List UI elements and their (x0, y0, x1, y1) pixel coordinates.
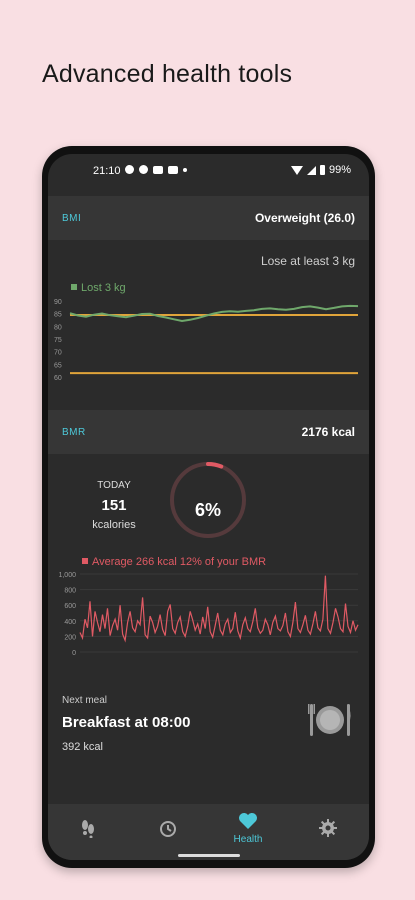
status-notification-icons (125, 165, 187, 174)
weight-legend-swatch (71, 284, 77, 290)
nav-health[interactable]: Health (208, 804, 288, 860)
youtube-icon-2 (168, 165, 178, 174)
more-dot-icon (183, 167, 187, 172)
next-meal-kcal: 392 kcal (62, 741, 103, 753)
ring-progress (206, 462, 224, 469)
weight-y-tick: 85 (54, 312, 62, 319)
nav-steps[interactable] (48, 804, 128, 860)
bmi-value: Overweight (26.0) (254, 211, 355, 225)
kcal-series-line (79, 575, 359, 643)
kcal-legend-swatch (82, 558, 88, 564)
bmr-card[interactable]: BMR 2176 kcal (48, 410, 369, 454)
next-meal-title: Breakfast at 08:00 (62, 714, 191, 731)
today-title: TODAY (97, 480, 131, 491)
weight-legend-label: Lost 3 kg (81, 282, 126, 294)
status-time: 21:10 (93, 165, 121, 177)
next-meal-label: Next meal (62, 695, 108, 706)
timer-icon (160, 821, 176, 837)
weight-y-tick: 70 (54, 350, 62, 357)
phone-frame: 21:10 99% BMI Overweight (26.0) Lose at … (42, 146, 375, 868)
bottom-nav: Health (48, 804, 369, 860)
signal-icon (306, 165, 316, 175)
heart-icon (239, 813, 257, 829)
kcal-legend-label: Average 266 kcal 12% of your BMR (92, 556, 266, 568)
weight-y-tick: 90 (54, 299, 62, 306)
weight-advice: Lose at least 3 kg (260, 254, 355, 268)
bmi-label: BMI (62, 213, 82, 224)
nav-settings[interactable] (288, 804, 368, 860)
calorie-progress-ring (170, 462, 246, 538)
bmr-value: 2176 kcal (301, 425, 355, 439)
weight-chart: 90 85 80 75 70 65 60 Lost 3 kg (54, 282, 359, 382)
facebook-icon (139, 165, 148, 174)
messenger-icon (125, 165, 134, 174)
gear-icon (319, 819, 337, 837)
kcal-y-tick: 800 (64, 588, 76, 595)
kcal-y-tick: 600 (64, 603, 76, 610)
youtube-icon (153, 165, 163, 174)
calorie-percent: 6% (194, 500, 221, 520)
today-value: 151 (101, 497, 127, 514)
status-bar: 21:10 99% (48, 154, 369, 184)
status-right: 99% (290, 164, 351, 176)
bmi-card[interactable]: BMI Overweight (26.0) (48, 196, 369, 240)
nav-fasting[interactable] (128, 804, 208, 860)
headline: Advanced health tools (42, 60, 293, 88)
weight-series-line (69, 304, 359, 323)
weight-y-tick: 65 (54, 362, 62, 369)
weight-y-tick: 80 (54, 324, 62, 331)
nav-health-label: Health (233, 834, 263, 845)
battery-icon (319, 165, 325, 175)
kcal-y-tick: 400 (64, 619, 76, 626)
bmr-label: BMR (62, 427, 86, 438)
footsteps-icon (82, 820, 94, 838)
plate-cutlery-icon (308, 704, 351, 736)
weight-y-tick: 75 (54, 337, 62, 344)
today-unit: kcalories (92, 519, 136, 531)
kcal-y-tick: 200 (64, 634, 76, 641)
weight-y-tick: 60 (54, 375, 62, 382)
home-indicator[interactable] (178, 854, 240, 857)
wifi-icon (290, 165, 303, 175)
battery-percent: 99% (328, 164, 351, 176)
kcal-y-tick: 0 (72, 650, 76, 657)
kcal-y-tick: 1,000 (58, 572, 76, 579)
screen: 21:10 99% BMI Overweight (26.0) Lose at … (48, 154, 369, 860)
kcal-chart: 1,000 800 600 400 200 0 Average 266 kcal 12% o… (58, 556, 359, 657)
